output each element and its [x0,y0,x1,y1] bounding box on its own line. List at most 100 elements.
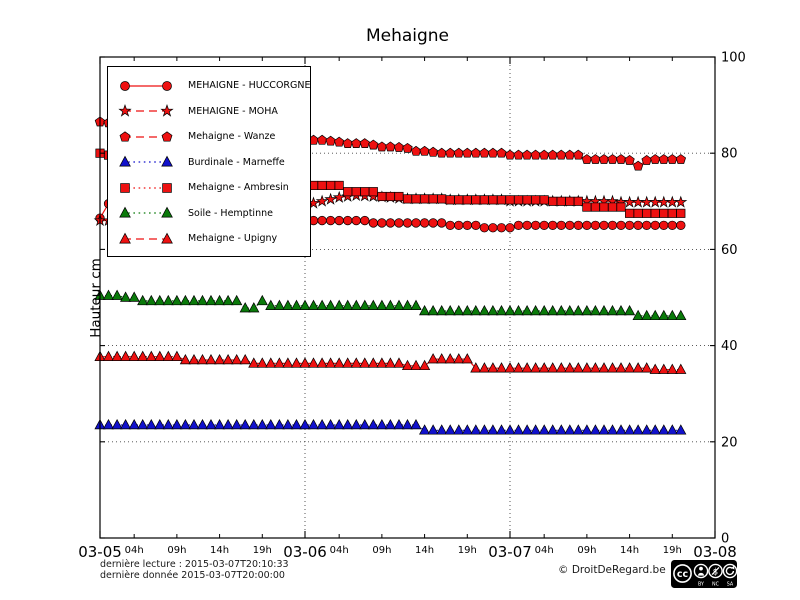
marker-triangle [299,299,311,310]
marker-triangle [111,350,123,361]
marker-star [631,195,645,208]
marker-triangle [205,294,217,306]
legend-label-huccorgne: MEHAIGNE - HUCCORGNE [188,80,311,92]
marker-triangle [410,299,422,310]
marker-pentagon [487,147,499,158]
marker-triangle [350,299,362,310]
marker-circle [428,218,438,228]
marker-circle [556,220,566,231]
marker-triangle [436,304,448,316]
marker-triangle [282,299,294,310]
x-minor-tick-label: 19h [663,545,682,556]
marker-pentagon [325,135,336,146]
marker-triangle [376,418,388,430]
marker-triangle [666,363,678,374]
marker-triangle [239,302,251,313]
marker-triangle [675,424,687,435]
marker-square [513,195,524,205]
marker-square [556,196,566,206]
marker-triangle [128,291,140,302]
marker-triangle [572,424,584,435]
marker-circle [548,220,558,231]
marker-triangle [649,424,661,435]
legend-label-wanze: Mehaigne - Wanze [188,131,276,143]
marker-pentagon [342,138,353,148]
marker-triangle [239,418,251,430]
marker-pentagon [564,149,575,160]
legend-sample-triangle-icon [119,206,173,218]
marker-triangle [504,424,516,435]
marker-triangle [487,362,499,373]
marker-triangle [384,357,396,368]
marker-triangle [632,424,644,435]
y-tick-label: 80 [721,147,738,162]
marker-circle [334,215,344,226]
x-major-tick-label: 03-07 [488,543,532,561]
marker-star [674,195,688,208]
marker-triangle [436,353,448,364]
marker-circle [599,220,609,231]
marker-pentagon [615,154,627,164]
x-minor-tick-label: 14h [620,545,639,556]
marker-triangle [111,418,123,430]
marker-circle [437,218,447,228]
marker-triangle [350,357,362,368]
y-tick-label: 100 [721,51,746,66]
marker-pentagon [607,154,618,164]
marker-triangle [512,424,525,435]
marker-triangle [214,418,226,430]
marker-triangle [453,353,465,364]
marker-triangle [325,357,337,368]
marker-triangle [401,359,414,371]
marker-triangle [137,418,149,430]
marker-square [162,182,172,193]
marker-triangle [231,294,243,306]
marker-square [368,187,378,197]
marker-circle [590,220,601,231]
legend-sample-circle-icon [120,80,172,91]
legend-item-moha: MEHAIGNE - MOHA [108,99,310,125]
marker-pentagon [402,142,413,153]
marker-triangle [222,294,234,306]
marker-square [420,194,430,204]
marker-triangle [282,357,294,368]
marker-circle [522,220,532,231]
marker-star [332,190,346,203]
marker-square [428,194,438,204]
marker-triangle [154,418,166,430]
marker-pentagon [479,147,490,158]
marker-triangle [307,418,320,430]
marker-triangle [239,353,251,365]
marker-star [648,195,662,208]
marker-square [505,195,515,205]
marker-triangle [325,418,337,430]
marker-triangle [555,362,567,373]
marker-triangle [470,362,482,373]
marker-triangle [427,304,439,316]
marker-circle [496,223,507,233]
marker-triangle [256,294,268,306]
marker-triangle [161,155,173,167]
y-tick-label: 20 [721,435,738,450]
marker-square [599,202,609,212]
marker-square [539,195,549,205]
marker-triangle [171,294,183,306]
marker-pentagon [385,141,396,152]
marker-triangle [427,424,439,435]
marker-triangle [598,304,610,316]
marker-square [676,208,686,218]
marker-triangle [342,357,354,368]
marker-triangle [333,418,345,430]
legend-sample-pentagon-icon [119,131,173,142]
marker-triangle [282,418,294,430]
marker-square [590,202,600,212]
marker-pentagon [419,145,430,156]
x-minor-tick-label: 09h [167,545,186,556]
marker-pentagon [368,139,379,150]
marker-triangle [658,309,670,321]
marker-triangle [666,424,678,435]
marker-triangle [589,424,601,435]
x-minor-tick-label: 19h [253,545,272,556]
cc-license-badge: cc $ BY NC SA [671,560,738,592]
